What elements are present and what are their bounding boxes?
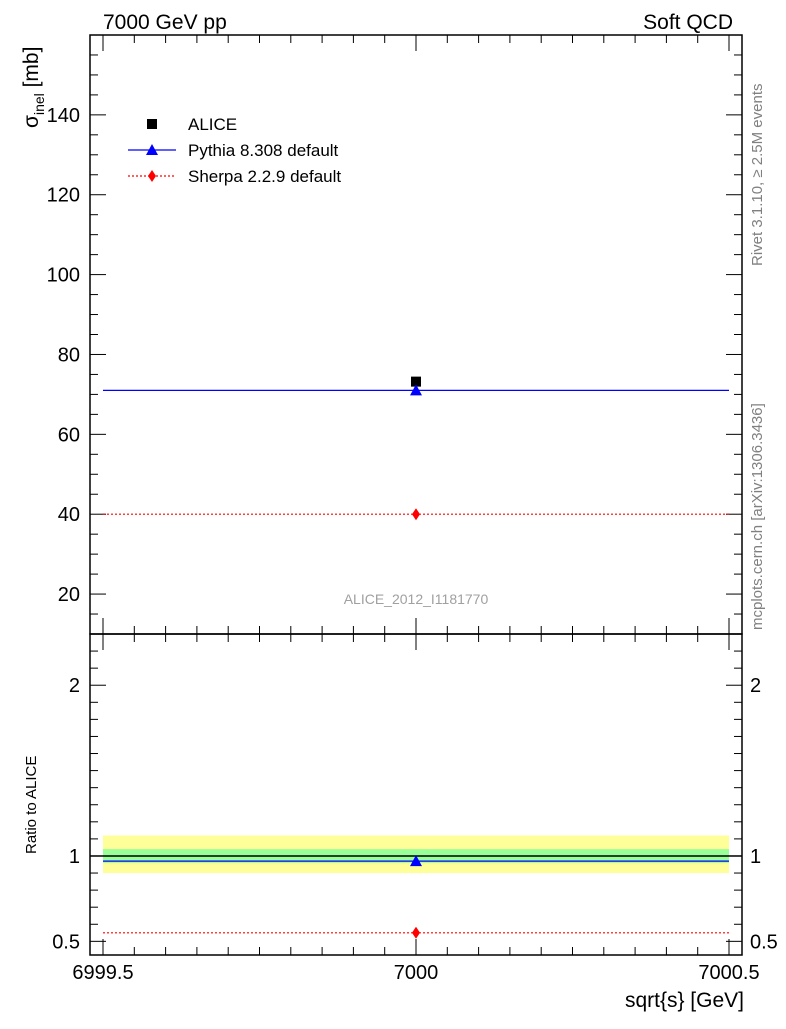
main-y-axis-label: σinel [mb] (20, 47, 47, 128)
legend-label-0: ALICE (188, 115, 237, 134)
legend-label-2: Sherpa 2.2.9 default (188, 167, 341, 186)
rivet-label: Rivet 3.1.10, ≥ 2.5M events (749, 84, 766, 267)
legend-label-1: Pythia 8.308 default (188, 141, 339, 160)
header-left: 7000 GeV pp (103, 11, 227, 34)
ratio-y-tick-label-right: 2 (750, 675, 761, 697)
ratio-x-tick-label: 7000.5 (698, 962, 759, 984)
main-y-tick-label: 120 (47, 185, 80, 207)
ratio-y-tick-label: 2 (69, 675, 80, 697)
header-right: Soft QCD (643, 11, 733, 34)
main-y-tick-label: 60 (58, 424, 80, 446)
ratio-frame (89, 633, 743, 956)
ratio-point-1 (412, 926, 420, 939)
ratio-x-tick-label: 6999.5 (72, 962, 133, 984)
ratio-y-tick-label: 0.5 (52, 931, 80, 953)
main-y-tick-label: 40 (58, 504, 80, 526)
ratio-y-tick-label-right: 0.5 (750, 931, 778, 953)
main-point-0 (411, 376, 421, 387)
watermark: ALICE_2012_I1181770 (344, 591, 489, 607)
legend-marker-1 (146, 144, 158, 155)
source-label: mcplots.cern.ch [arXiv:1306.3436] (749, 403, 766, 630)
main-y-tick-label: 100 (47, 265, 80, 287)
legend-marker-2 (148, 170, 156, 182)
ratio-y-axis-label: Ratio to ALICE (23, 756, 40, 854)
ratio-panel: 0.5 0.5 1 1 2 2 6999.5 7000 7000.5 (52, 633, 778, 984)
main-point-1 (410, 384, 422, 396)
main-y-tick-label: 140 (47, 105, 80, 127)
ratio-y-tick-label: 1 (69, 846, 80, 868)
legend: ALICE Pythia 8.308 default Sherpa 2.2.9 de… (128, 115, 341, 186)
x-axis-label: sqrt{s} [GeV] (625, 989, 744, 1012)
main-point-2 (412, 508, 420, 521)
ratio-y-tick-label-right: 1 (750, 846, 761, 868)
main-y-tick-label: 20 (58, 584, 80, 606)
legend-marker-0 (147, 119, 157, 129)
main-y-tick-label: 80 (58, 344, 80, 366)
ratio-point-0 (410, 855, 422, 867)
ratio-x-tick-label: 7000 (394, 962, 439, 984)
